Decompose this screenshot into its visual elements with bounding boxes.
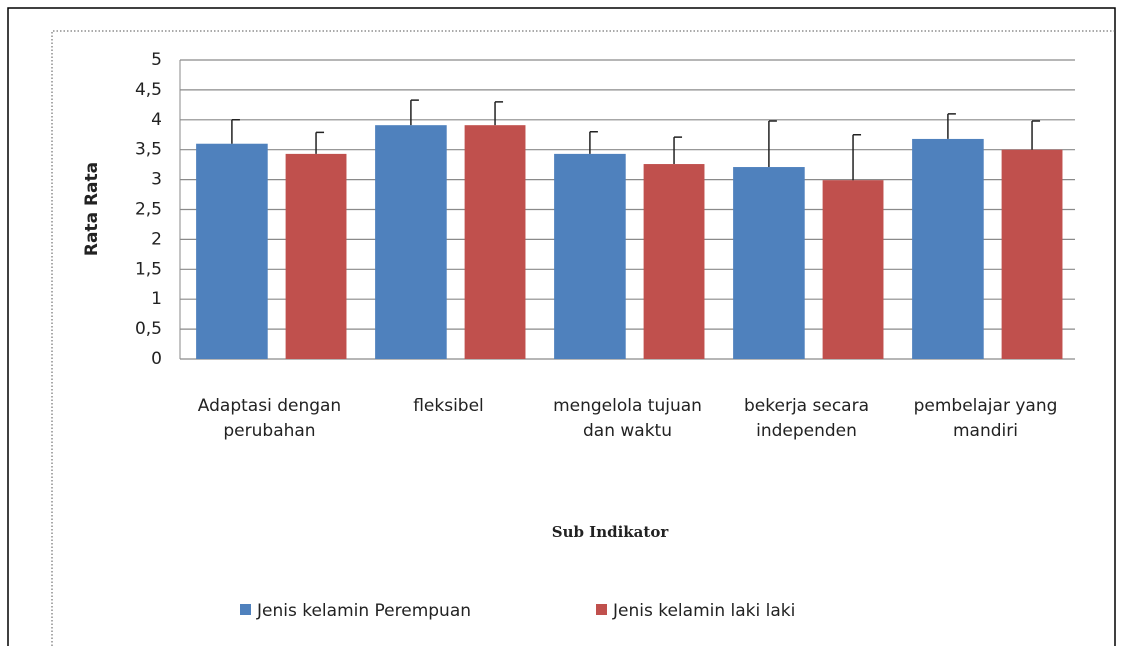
error-bar	[494, 101, 504, 126]
error-bar	[410, 99, 419, 126]
error-bar	[315, 131, 325, 154]
error-bar	[1031, 120, 1041, 150]
bar	[912, 138, 984, 359]
bar	[1001, 149, 1063, 359]
legend-swatch	[596, 604, 607, 615]
bar	[822, 180, 884, 359]
legend-label: Jenis kelamin laki laki	[612, 601, 795, 621]
y-tick-label: 2	[151, 229, 162, 249]
y-tick-label: 1,5	[135, 259, 162, 279]
x-tick-label: fleksibel	[413, 396, 484, 416]
legend-swatch	[240, 604, 251, 615]
bar	[285, 153, 347, 359]
y-tick-label: 3,5	[135, 140, 162, 160]
bar	[464, 125, 526, 359]
bar	[554, 153, 626, 359]
x-tick-label: mengelola tujuan dan waktu	[553, 396, 702, 441]
x-tick-label: pembelajar yang mandiri	[913, 396, 1058, 441]
y-tick-label: 0,5	[135, 319, 162, 339]
y-axis-label: Rata Rata	[82, 162, 102, 256]
outer-frame	[7, 7, 1116, 646]
error-bar	[852, 134, 862, 181]
x-tick-label: bekerja secara independen	[744, 396, 869, 441]
legend-label: Jenis kelamin Perempuan	[256, 601, 471, 621]
y-tick-label: 1	[151, 289, 162, 309]
y-tick-label: 4	[151, 110, 162, 130]
bar	[196, 143, 268, 359]
y-tick-label: 3	[151, 170, 162, 190]
error-bar	[231, 119, 240, 144]
y-tick-label: 5	[151, 50, 162, 70]
x-tick-label: Adaptasi dengan perubahan	[197, 396, 342, 441]
bar	[733, 167, 805, 359]
x-axis-label: Sub Indikator	[552, 523, 670, 541]
bar	[375, 125, 447, 359]
y-tick-label: 0	[151, 349, 162, 369]
error-bar	[947, 113, 956, 139]
bar	[643, 164, 705, 359]
y-tick-label: 4,5	[135, 80, 162, 100]
error-bar	[768, 120, 777, 168]
y-tick-label: 2,5	[135, 200, 162, 220]
error-bar	[673, 136, 683, 165]
error-bar	[589, 131, 598, 154]
chart-frame	[51, 30, 1115, 646]
